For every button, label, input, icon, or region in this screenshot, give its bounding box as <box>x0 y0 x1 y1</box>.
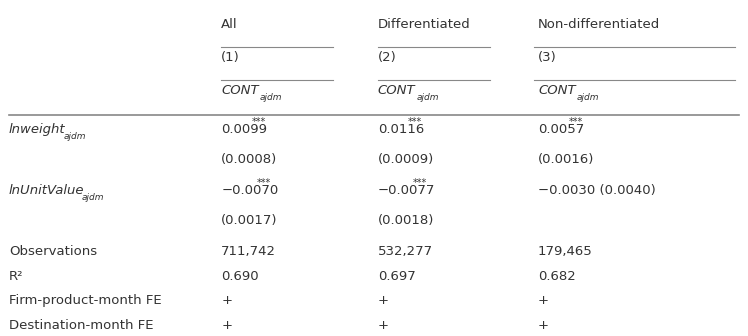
Text: ***: *** <box>413 178 427 188</box>
Text: Observations: Observations <box>9 245 97 258</box>
Text: −0.0030 (0.0040): −0.0030 (0.0040) <box>538 184 656 197</box>
Text: CONT: CONT <box>221 84 259 97</box>
Text: ***: *** <box>251 117 266 127</box>
Text: ajdm: ajdm <box>82 193 105 202</box>
Text: 0.690: 0.690 <box>221 270 259 283</box>
Text: Destination-month FE: Destination-month FE <box>9 319 153 332</box>
Text: 0.0099: 0.0099 <box>221 123 267 136</box>
Text: (0.0009): (0.0009) <box>378 153 434 166</box>
Text: (0.0016): (0.0016) <box>538 153 595 166</box>
Text: lnweight: lnweight <box>9 123 66 136</box>
Text: ajdm: ajdm <box>260 93 283 102</box>
Text: +: + <box>378 319 389 332</box>
Text: ***: *** <box>408 117 423 127</box>
Text: (0.0018): (0.0018) <box>378 214 434 227</box>
Text: 0.697: 0.697 <box>378 270 415 283</box>
Text: (1): (1) <box>221 51 240 64</box>
Text: Differentiated: Differentiated <box>378 18 470 31</box>
Text: CONT: CONT <box>378 84 415 97</box>
Text: (0.0017): (0.0017) <box>221 214 278 227</box>
Text: CONT: CONT <box>538 84 575 97</box>
Text: 532,277: 532,277 <box>378 245 433 258</box>
Text: Firm-product-month FE: Firm-product-month FE <box>9 294 162 307</box>
Text: All: All <box>221 18 238 31</box>
Text: 0.0116: 0.0116 <box>378 123 424 136</box>
Text: ***: *** <box>257 178 271 188</box>
Text: (3): (3) <box>538 51 557 64</box>
Text: ajdm: ajdm <box>417 93 439 102</box>
Text: (2): (2) <box>378 51 396 64</box>
Text: ***: *** <box>568 117 583 127</box>
Text: R²: R² <box>9 270 23 283</box>
Text: ajdm: ajdm <box>577 93 599 102</box>
Text: −0.0077: −0.0077 <box>378 184 435 197</box>
Text: −0.0070: −0.0070 <box>221 184 278 197</box>
Text: 0.0057: 0.0057 <box>538 123 584 136</box>
Text: 711,742: 711,742 <box>221 245 276 258</box>
Text: +: + <box>221 294 232 307</box>
Text: (0.0008): (0.0008) <box>221 153 278 166</box>
Text: Non-differentiated: Non-differentiated <box>538 18 660 31</box>
Text: lnUnitValue: lnUnitValue <box>9 184 85 197</box>
Text: +: + <box>378 294 389 307</box>
Text: +: + <box>538 319 549 332</box>
Text: ajdm: ajdm <box>64 132 86 141</box>
Text: +: + <box>538 294 549 307</box>
Text: 0.682: 0.682 <box>538 270 576 283</box>
Text: +: + <box>221 319 232 332</box>
Text: 179,465: 179,465 <box>538 245 592 258</box>
